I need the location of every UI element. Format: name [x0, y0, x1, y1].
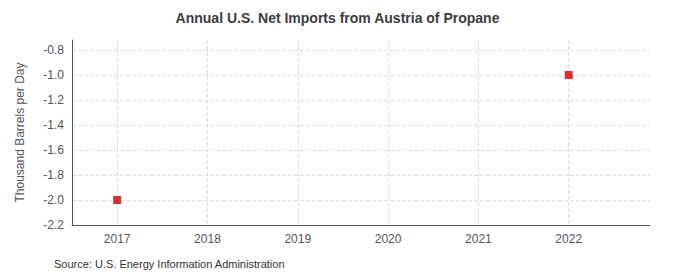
svg-text:2020: 2020	[375, 232, 402, 246]
svg-text:Thousand Barrels per Day: Thousand Barrels per Day	[13, 62, 27, 202]
svg-text:-1.4: -1.4	[43, 118, 64, 132]
svg-text:2022: 2022	[555, 232, 582, 246]
svg-text:-1.2: -1.2	[43, 93, 64, 107]
svg-text:Source: U.S. Energy Informatio: Source: U.S. Energy Information Administ…	[54, 258, 285, 270]
svg-text:-1.8: -1.8	[43, 168, 64, 182]
svg-text:2019: 2019	[284, 232, 311, 246]
svg-text:-0.8: -0.8	[43, 43, 64, 57]
svg-text:-2.2: -2.2	[43, 218, 64, 232]
svg-text:Annual U.S. Net Imports from A: Annual U.S. Net Imports from Austria of …	[176, 10, 500, 26]
svg-text:2017: 2017	[104, 232, 131, 246]
svg-text:-1.0: -1.0	[43, 68, 64, 82]
svg-text:2021: 2021	[465, 232, 492, 246]
svg-text:-1.6: -1.6	[43, 143, 64, 157]
svg-text:-2.0: -2.0	[43, 193, 64, 207]
svg-text:2018: 2018	[194, 232, 221, 246]
